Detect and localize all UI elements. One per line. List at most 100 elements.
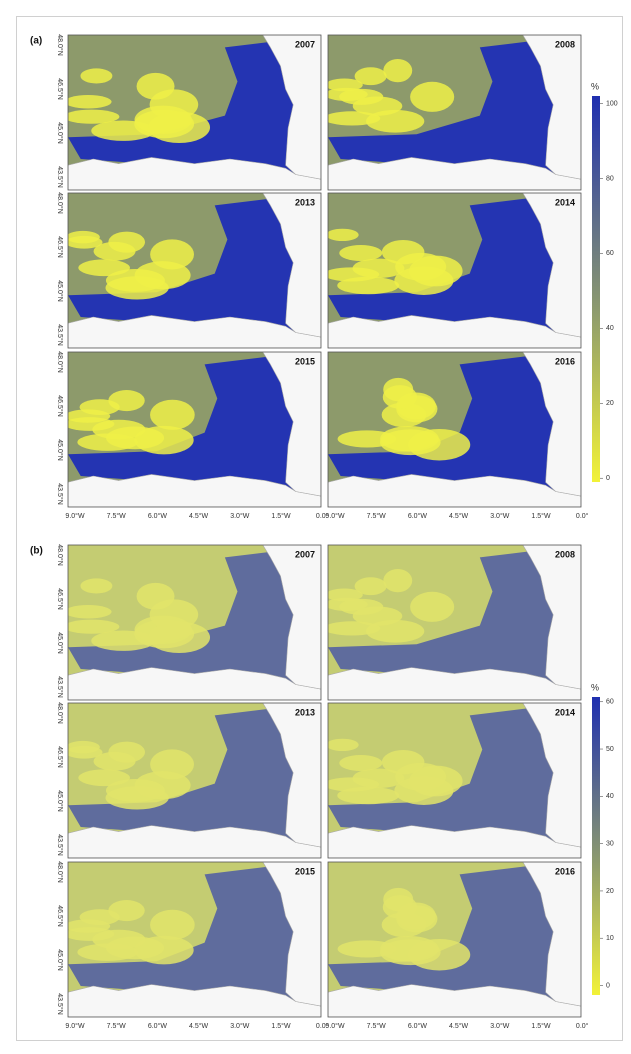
- map-layer: [328, 545, 581, 700]
- lon-tick-label: 6.0°W: [408, 1022, 428, 1030]
- land: [522, 703, 581, 848]
- lon-tick-label: 3.0°W: [490, 1022, 510, 1030]
- lat-tick-label: 46.5°N: [56, 236, 64, 257]
- year-label: 2007: [295, 39, 315, 49]
- lon-tick-label: 4.5°W: [189, 512, 209, 520]
- map-layer: [328, 703, 581, 858]
- panel-border: [67, 861, 322, 1018]
- panel-border: [327, 702, 582, 859]
- low-patch: [68, 409, 111, 423]
- lat-tick-label: 45.0°N: [56, 122, 64, 143]
- low-patch: [105, 269, 165, 292]
- colorbar-tick-label: 60: [606, 250, 614, 257]
- land: [262, 862, 321, 1007]
- low-patch: [410, 591, 455, 622]
- map-layer: [68, 703, 321, 858]
- low-patch: [92, 929, 146, 950]
- colorbar: [592, 697, 600, 995]
- year-label: 2016: [555, 356, 575, 366]
- map-panel: [327, 861, 582, 1018]
- high-region: [328, 355, 566, 492]
- low-patch: [337, 940, 397, 958]
- lon-tick-label: 0.0°: [576, 512, 589, 520]
- lon-tick-label: 3.0°W: [230, 1022, 250, 1030]
- land: [522, 545, 581, 690]
- high-region: [328, 38, 581, 175]
- map-layer: [68, 193, 321, 348]
- year-label: 2007: [295, 549, 315, 559]
- lat-tick-label: 43.5°N: [56, 676, 64, 697]
- lon-tick-label: 7.5°W: [107, 1022, 127, 1030]
- land: [522, 862, 581, 1007]
- land: [68, 157, 321, 190]
- lon-tick-label: 6.0°W: [148, 512, 168, 520]
- low-patch: [68, 95, 112, 109]
- lat-tick-label: 46.5°N: [56, 588, 64, 609]
- lon-tick-label: 3.0°W: [490, 512, 510, 520]
- low-patch: [395, 762, 447, 791]
- figure-label: (b): [30, 546, 43, 557]
- map-layer: [328, 35, 581, 190]
- lat-tick-label: 48.0°N: [56, 861, 64, 882]
- lon-tick-label: 9.0°W: [325, 512, 345, 520]
- lat-tick-label: 48.0°N: [56, 351, 64, 372]
- lat-tick-label: 45.0°N: [56, 790, 64, 811]
- low-patch: [339, 245, 383, 262]
- high-region: [328, 548, 581, 685]
- low-patch: [366, 109, 425, 133]
- low-patch: [68, 619, 120, 634]
- lon-tick-label: 9.0°W: [65, 512, 85, 520]
- lat-tick-label: 43.5°N: [56, 834, 64, 855]
- lat-tick-label: 48.0°N: [56, 192, 64, 213]
- land: [522, 35, 581, 180]
- panel-border: [327, 34, 582, 191]
- low-patch: [328, 738, 359, 752]
- colorbar-tick-label: 80: [606, 175, 614, 182]
- low-patch: [380, 936, 439, 962]
- low-patch: [354, 577, 387, 596]
- land: [262, 352, 321, 497]
- low-patch: [136, 582, 175, 610]
- map-layer: [68, 352, 321, 507]
- lon-tick-label: 4.5°W: [189, 1022, 209, 1030]
- lon-tick-label: 6.0°W: [148, 1022, 168, 1030]
- map-panel: [67, 34, 322, 191]
- lat-tick-label: 43.5°N: [56, 483, 64, 504]
- map-panel: [67, 192, 322, 349]
- low-patch: [68, 740, 100, 754]
- colorbar-tick-label: 100: [606, 100, 618, 107]
- low-patch: [78, 259, 130, 277]
- lon-tick-label: 4.5°W: [449, 512, 469, 520]
- map-panel: [327, 34, 582, 191]
- low-patch: [328, 78, 363, 92]
- year-label: 2015: [295, 866, 315, 876]
- low-patch: [92, 419, 146, 440]
- land: [522, 352, 581, 497]
- colorbar-tick-label: 40: [606, 325, 614, 332]
- low-patch: [93, 241, 136, 261]
- low-patch: [328, 777, 380, 792]
- year-label: 2013: [295, 707, 315, 717]
- low-patch: [383, 568, 413, 593]
- low-patch: [382, 385, 418, 409]
- land: [68, 667, 321, 700]
- panel-border: [67, 192, 322, 349]
- high-region: [328, 196, 576, 333]
- land: [68, 315, 321, 348]
- year-label: 2014: [555, 197, 575, 207]
- land: [328, 825, 581, 858]
- low-patch: [354, 67, 387, 86]
- lon-tick-label: 9.0°W: [325, 1022, 345, 1030]
- map-panel: [67, 351, 322, 508]
- low-patch: [339, 88, 384, 105]
- low-patch: [68, 230, 100, 244]
- map-layer: [328, 352, 581, 507]
- colorbar-tick-label: 20: [606, 888, 614, 895]
- low-patch: [380, 426, 439, 452]
- land: [262, 545, 321, 690]
- low-patch: [148, 621, 211, 654]
- low-patch: [93, 751, 136, 771]
- lon-tick-label: 7.5°W: [367, 512, 387, 520]
- map-panel: [67, 702, 322, 859]
